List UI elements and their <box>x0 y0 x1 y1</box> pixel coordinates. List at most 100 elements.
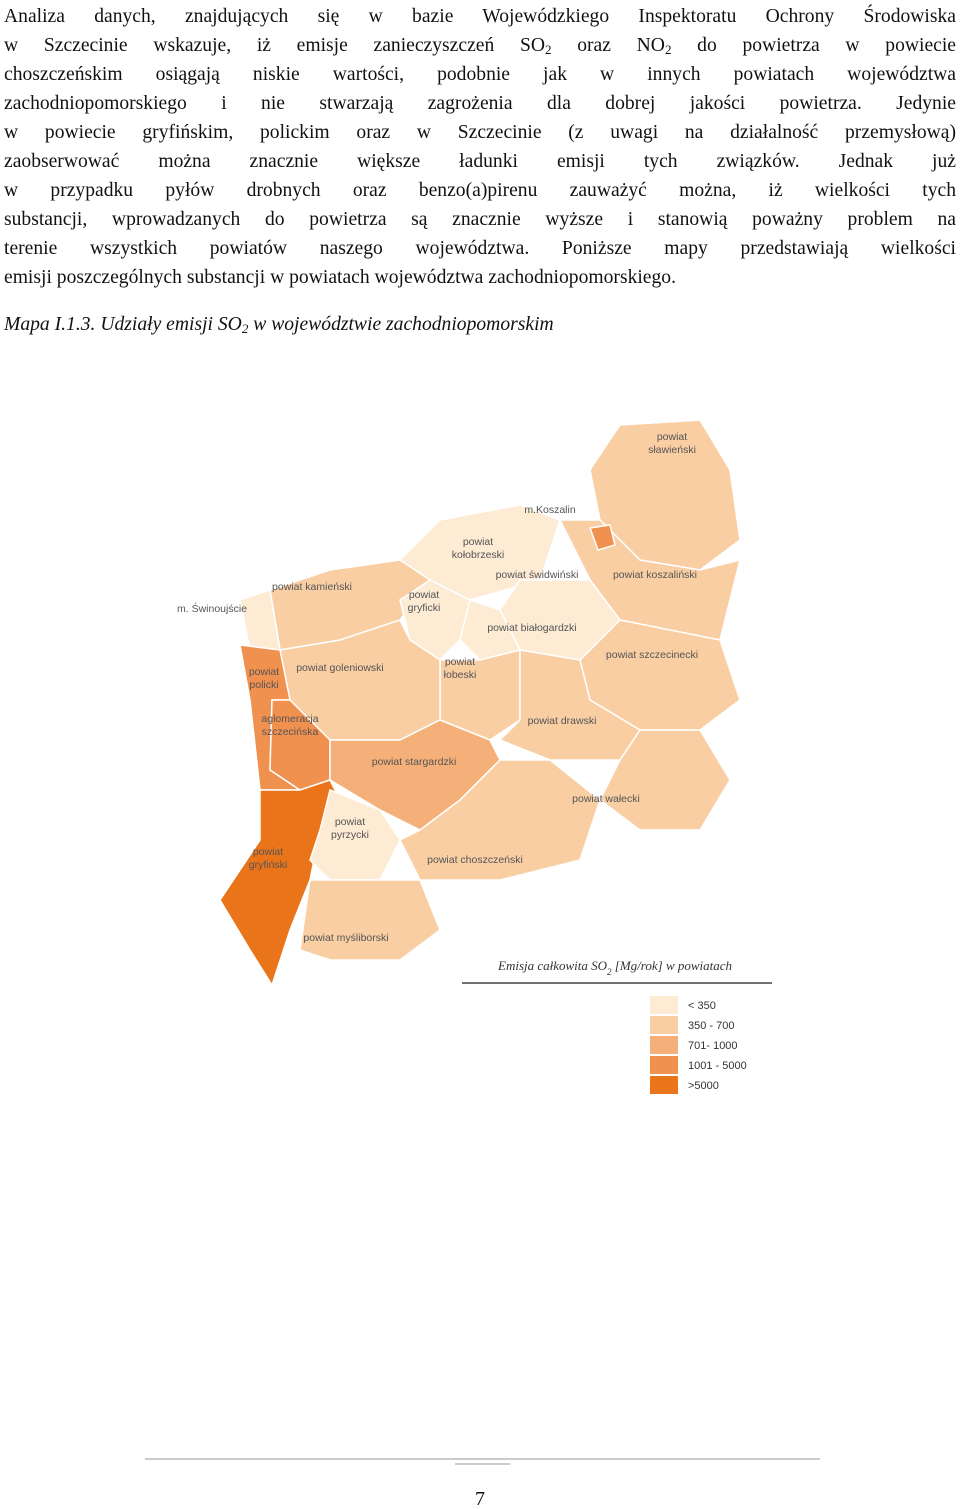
region-label: powiat szczecinecki <box>606 649 698 661</box>
label-line: m.Koszalin <box>524 504 576 516</box>
label-line: powiat wałecki <box>572 793 640 805</box>
page-number: 7 <box>475 1488 485 1509</box>
region <box>588 524 616 551</box>
subscript: 2 <box>607 967 612 977</box>
region-label: powiat gryfiński <box>249 846 288 871</box>
text-run: w przypadku pyłów drobnych oraz benzo(a)… <box>4 180 956 201</box>
text-run: do powietrza w powiecie <box>671 35 957 56</box>
legend-title: Emisja całkowita SO2 [Mg/rok] w powiatac… <box>497 958 732 977</box>
text-run: zaobserwować można znacznie większe ładu… <box>4 151 956 172</box>
text-run: oraz NO <box>551 35 665 56</box>
text-run: terenie wszystkich powiatów naszego woje… <box>4 238 956 259</box>
legend-label: 350 - 700 <box>688 1020 734 1032</box>
caption: Mapa I.1.3. Udziały emisji SO2 w wojewód… <box>4 314 554 336</box>
legend-swatch <box>650 1056 678 1074</box>
text-run: Emisja całkowita SO <box>497 958 608 973</box>
text-run: w Szczecinie wskazuje, iż emisje zaniecz… <box>4 35 546 56</box>
label-line: powiat <box>253 846 283 858</box>
legend-label: >5000 <box>688 1080 719 1092</box>
text-line: emisji poszczególnych substancji w powia… <box>4 263 956 292</box>
label-line: powiat białogardzki <box>487 622 576 634</box>
region-label: powiat drawski <box>528 715 597 727</box>
label-line: policki <box>249 679 278 691</box>
region-label: powiat policki <box>249 666 279 691</box>
legend-swatch <box>650 1016 678 1034</box>
region-label: powiat wałecki <box>572 793 640 805</box>
label-line: łobeski <box>444 669 477 681</box>
region-label: m. Świnoujście <box>177 602 247 615</box>
region-label: powiat kołobrzeski <box>452 536 505 561</box>
legend-label: < 350 <box>688 1000 716 1012</box>
region-label: powiat łobeski <box>444 656 477 681</box>
region-label: powiat sławieński <box>648 431 696 456</box>
region-label: powiat koszaliński <box>613 569 697 581</box>
region <box>398 759 601 881</box>
text-line: zaobserwować można znacznie większe ładu… <box>4 147 956 176</box>
text-run: w powiecie gryfińskim, polickim oraz w S… <box>4 122 956 143</box>
legend-label: 1001 - 5000 <box>688 1060 747 1072</box>
label-line: powiat <box>335 816 365 828</box>
region-label: aglomeracja szczecińska <box>261 713 318 738</box>
label-line: powiat <box>657 431 687 443</box>
region <box>599 729 731 831</box>
label-line: powiat koszaliński <box>613 569 697 581</box>
subscript: 2 <box>664 42 672 57</box>
region-label: powiat choszczeński <box>427 854 523 866</box>
text-line: w przypadku pyłów drobnych oraz benzo(a)… <box>4 176 956 205</box>
text-run: w województwie zachodniopomorskim <box>248 314 554 335</box>
label-line: powiat stargardzki <box>372 756 457 768</box>
paragraph: Analiza danych, znajdujących się w bazie… <box>4 2 956 292</box>
label-line: szczecińska <box>262 726 319 738</box>
label-line: powiat <box>445 656 475 668</box>
legend: < 350 350 - 700 701- 1000 1001 - 5000 >5000 <box>650 996 747 1094</box>
label-line: gryficki <box>408 602 441 614</box>
region-label: powiat pyrzycki <box>331 816 369 841</box>
label-line: powiat myśliborski <box>303 932 388 944</box>
label-line: sławieński <box>648 444 696 456</box>
label-line: pyrzycki <box>331 829 369 841</box>
label-line: gryfiński <box>249 859 288 871</box>
subscript: 2 <box>545 42 552 57</box>
subscript: 2 <box>241 321 249 336</box>
label-line: powiat <box>409 589 439 601</box>
text-run: Analiza danych, znajdujących się w bazie… <box>4 6 956 27</box>
text-run: emisji poszczególnych substancji w powia… <box>4 267 676 288</box>
legend-swatch <box>650 1076 678 1094</box>
label-line: powiat kamieński <box>272 581 352 593</box>
region-label: powiat kamieński <box>272 581 352 593</box>
label-line: powiat drawski <box>528 715 597 727</box>
region <box>299 879 441 961</box>
text-line: w Szczecinie wskazuje, iż emisje zaniecz… <box>4 31 956 60</box>
legend-label: 701- 1000 <box>688 1040 738 1052</box>
region-label: powiat stargardzki <box>372 756 457 768</box>
text-line: choszczeńskim osiągają niskie wartości, … <box>4 60 956 89</box>
text-run: Mapa I.1.3. Udziały emisji SO <box>4 314 242 335</box>
region-label: powiat goleniowski <box>296 662 384 674</box>
label-line: powiat choszczeński <box>427 854 523 866</box>
text-run: choszczeńskim osiągają niskie wartości, … <box>4 64 956 85</box>
legend-swatch <box>650 996 678 1014</box>
label-line: powiat <box>249 666 279 678</box>
text-run: zachodniopomorskiego i nie stwarzają zag… <box>4 93 956 114</box>
label-line: powiat goleniowski <box>296 662 384 674</box>
label-line: powiat szczecinecki <box>606 649 698 661</box>
region <box>219 779 341 987</box>
text-run: [Mg/rok] w powiatach <box>612 958 733 973</box>
label-line: m. Świnoujście <box>177 602 247 615</box>
legend-swatch <box>650 1036 678 1054</box>
map <box>219 419 742 987</box>
text-line: terenie wszystkich powiatów naszego woje… <box>4 234 956 263</box>
region-label: powiat białogardzki <box>487 622 576 634</box>
label-line: powiat <box>463 536 493 548</box>
text-line: Analiza danych, znajdujących się w bazie… <box>4 2 956 31</box>
text-line: substancji, wprowadzanych do powietrza s… <box>4 205 956 234</box>
region-label: powiat świdwiński <box>496 569 579 581</box>
text-line: zachodniopomorskiego i nie stwarzają zag… <box>4 89 956 118</box>
text-run: substancji, wprowadzanych do powietrza s… <box>4 209 956 230</box>
label-line: aglomeracja <box>261 713 318 725</box>
region-label: powiat myśliborski <box>303 932 388 944</box>
